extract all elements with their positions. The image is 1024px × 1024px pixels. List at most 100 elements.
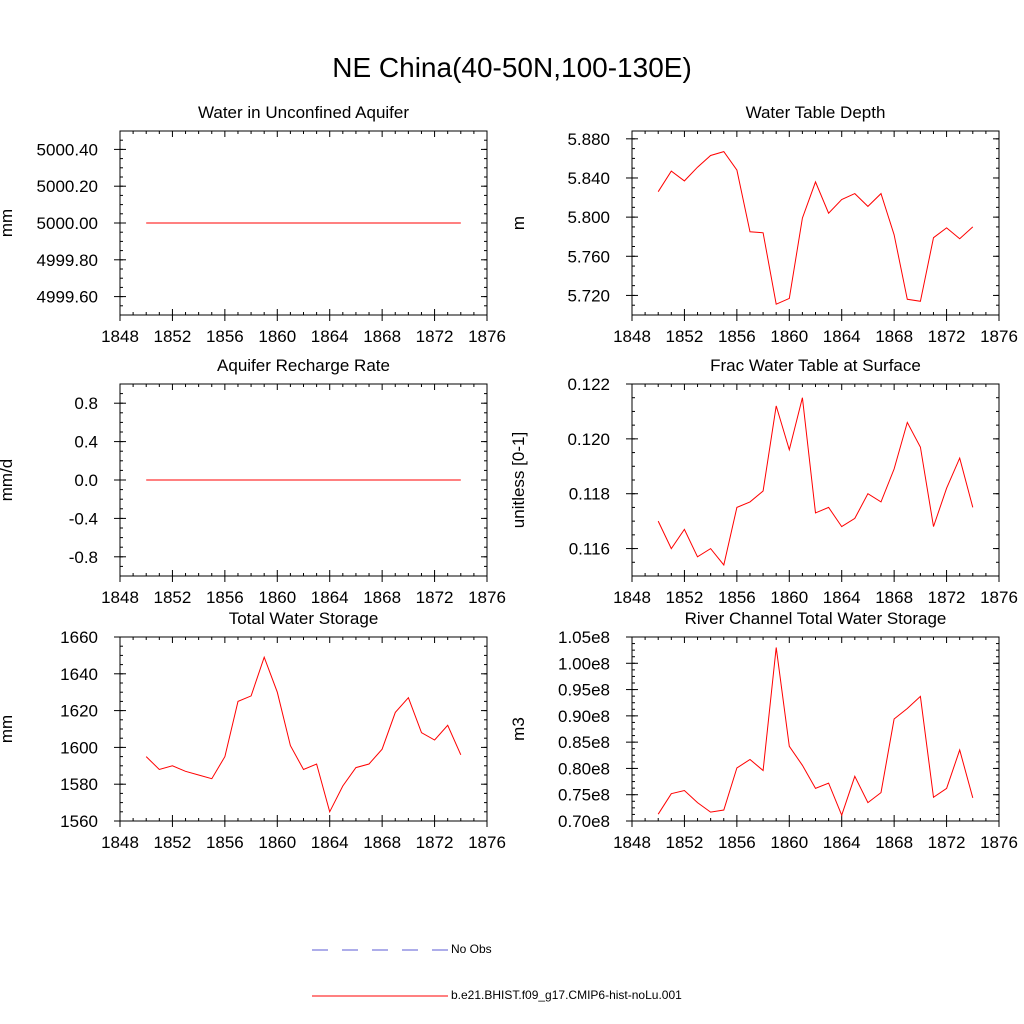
y-tick-label: 5.880 (567, 130, 610, 149)
x-tick-label: 1868 (875, 833, 913, 852)
y-tick-label: 0.90e8 (558, 707, 610, 726)
x-tick-label: 1876 (468, 327, 506, 346)
y-tick-label: -0.8 (69, 548, 98, 567)
x-tick-label: 1872 (416, 588, 454, 607)
legend-label-model-run: b.e21.BHIST.f09_g17.CMIP6-hist-noLu.001 (451, 988, 682, 1002)
y-tick-label: 1560 (60, 812, 98, 831)
x-tick-label: 1868 (363, 588, 401, 607)
x-tick-label: 1852 (154, 833, 192, 852)
y-tick-label: 0.0 (74, 471, 98, 490)
y-tick-label: 4999.60 (37, 288, 98, 307)
y-tick-label: 1620 (60, 702, 98, 721)
x-tick-label: 1864 (311, 327, 349, 346)
x-tick-label: 1848 (101, 327, 139, 346)
y-tick-label: 5.720 (567, 286, 610, 305)
y-tick-label: 1660 (60, 628, 98, 647)
x-tick-label: 1860 (770, 588, 808, 607)
series-line (657, 397, 974, 567)
y-tick-label: 0.8 (74, 394, 98, 413)
x-tick-label: 1856 (206, 833, 244, 852)
x-tick-label: 1872 (928, 327, 966, 346)
x-tick-label: 1860 (258, 833, 296, 852)
chart-panel-2: Aquifer Recharge Rate mm/d 1848 1852 1856 186… (0, 356, 506, 607)
legend-label-no-obs: No Obs (451, 942, 492, 956)
x-tick-label: 1872 (928, 833, 966, 852)
x-tick-label: 1868 (875, 327, 913, 346)
y-tick-label: 0.122 (567, 375, 610, 394)
y-tick-label: -0.4 (69, 509, 98, 528)
x-tick-label: 1864 (311, 833, 349, 852)
chart-panel-1: Water Table Depth m 1848 1852 1856 1860 1864 18… (509, 103, 1018, 346)
x-tick-label: 1872 (416, 833, 454, 852)
chart-panel-0: Water in Unconfined Aquifer mm 1848 1852 185… (0, 103, 506, 346)
x-tick-label: 1852 (666, 833, 704, 852)
panel-title: Water in Unconfined Aquifer (198, 103, 409, 122)
panel-title: Total Water Storage (229, 609, 379, 628)
x-tick-label: 1852 (154, 327, 192, 346)
panel-title: Water Table Depth (746, 103, 886, 122)
series-line (657, 151, 974, 305)
y-tick-label: 0.120 (567, 430, 610, 449)
y-tick-label: 0.118 (569, 485, 610, 504)
x-tick-label: 1856 (718, 833, 756, 852)
y-tick-label: 4999.80 (37, 251, 98, 270)
x-tick-label: 1876 (980, 327, 1018, 346)
x-tick-label: 1848 (613, 588, 651, 607)
x-tick-label: 1856 (206, 327, 244, 346)
x-tick-label: 1852 (666, 588, 704, 607)
plot-frame (631, 383, 1000, 577)
chart-panel-5: River Channel Total Water Storage m3 1848 1… (509, 609, 1018, 852)
y-axis-label: m3 (509, 717, 528, 741)
chart-panel-4: Total Water Storage mm 1848 1852 1856 1860 186… (0, 609, 506, 852)
y-tick-label: 1600 (60, 738, 98, 757)
legend-line-no-obs (312, 949, 448, 951)
series-line (145, 655, 462, 814)
y-tick-label: 0.95e8 (558, 681, 610, 700)
y-tick-label: 5000.20 (37, 177, 98, 196)
y-tick-label: 0.85e8 (558, 733, 610, 752)
y-axis-label: mm/d (0, 459, 16, 502)
x-tick-label: 1852 (666, 327, 704, 346)
x-tick-label: 1876 (468, 833, 506, 852)
x-tick-label: 1860 (770, 327, 808, 346)
figure-title: NE China(40-50N,100-130E) (332, 52, 692, 83)
x-tick-label: 1860 (770, 833, 808, 852)
x-tick-label: 1868 (875, 588, 913, 607)
x-tick-label: 1860 (258, 588, 296, 607)
x-tick-label: 1856 (206, 588, 244, 607)
y-tick-label: 5.840 (567, 169, 610, 188)
x-tick-label: 1876 (980, 833, 1018, 852)
x-tick-label: 1876 (468, 588, 506, 607)
x-tick-label: 1848 (613, 833, 651, 852)
plot-frame (631, 130, 1000, 316)
y-tick-label: 1580 (60, 775, 98, 794)
x-tick-label: 1860 (258, 327, 296, 346)
y-tick-label: 5.800 (567, 208, 610, 227)
x-tick-label: 1876 (980, 588, 1018, 607)
x-tick-label: 1872 (928, 588, 966, 607)
x-tick-label: 1848 (101, 588, 139, 607)
x-tick-label: 1852 (154, 588, 192, 607)
y-tick-label: 1.00e8 (558, 654, 610, 673)
y-tick-label: 5000.40 (37, 140, 98, 159)
y-tick-label: 0.4 (74, 433, 98, 452)
x-tick-label: 1864 (823, 327, 861, 346)
y-tick-label: 0.80e8 (558, 759, 610, 778)
x-tick-label: 1864 (311, 588, 349, 607)
y-tick-label: 0.70e8 (558, 812, 610, 831)
y-axis-label: m (509, 216, 528, 230)
y-tick-label: 1640 (60, 665, 98, 684)
y-axis-label: mm (0, 715, 16, 743)
y-tick-label: 1.05e8 (558, 628, 610, 647)
series-line (657, 647, 974, 817)
y-axis-label: mm (0, 209, 16, 237)
panel-title: River Channel Total Water Storage (685, 609, 947, 628)
y-tick-label: 5000.00 (37, 214, 98, 233)
x-tick-label: 1864 (823, 588, 861, 607)
x-tick-label: 1848 (613, 327, 651, 346)
x-tick-label: 1872 (416, 327, 454, 346)
x-tick-label: 1864 (823, 833, 861, 852)
x-tick-label: 1848 (101, 833, 139, 852)
y-axis-label: unitless [0-1] (509, 432, 528, 528)
